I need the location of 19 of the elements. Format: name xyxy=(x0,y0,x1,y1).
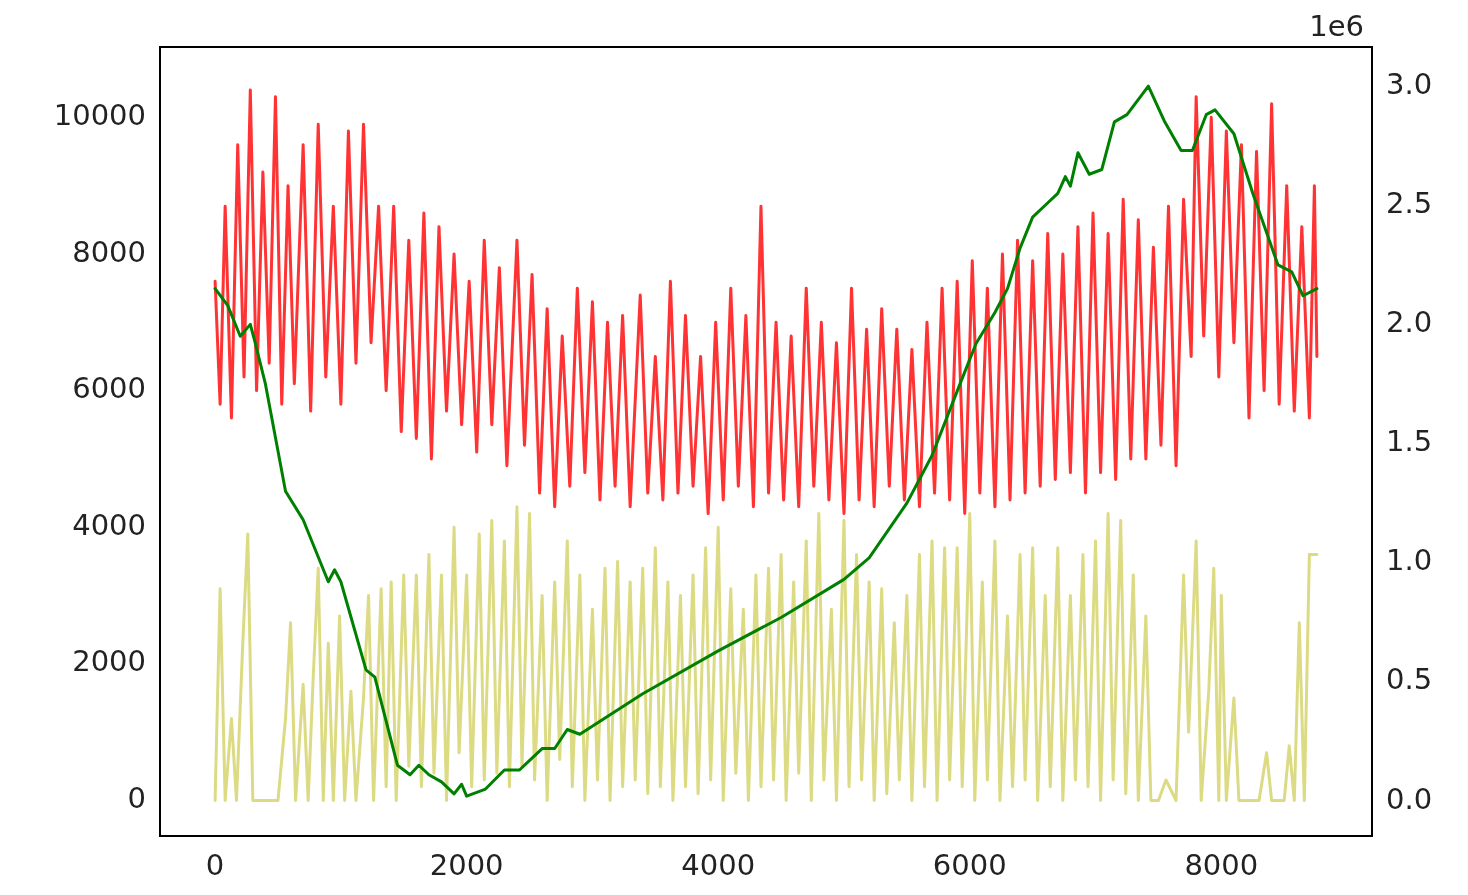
y2-tick-label: 1.5 xyxy=(1386,424,1433,459)
x-tick-label: 8000 xyxy=(1184,847,1259,882)
x-tick-label: 0 xyxy=(205,847,225,882)
y-tick-label: 4000 xyxy=(72,507,146,542)
y2-tick-label: 2.0 xyxy=(1386,304,1433,339)
text: 1e6 xyxy=(1309,9,1364,44)
y-tick-label: 8000 xyxy=(72,234,146,269)
y-tick-label: 6000 xyxy=(72,371,146,406)
x-tick-label: 2000 xyxy=(429,847,504,882)
y2-tick-label: 2.5 xyxy=(1386,185,1433,220)
x-tick-label: 6000 xyxy=(932,847,1007,882)
y-tick-label: 0 xyxy=(127,781,146,816)
y2-tick-label: 1.0 xyxy=(1386,543,1433,578)
x-tick-label: 4000 xyxy=(681,847,756,882)
y-tick-label: 10000 xyxy=(53,97,146,132)
y-tick-label: 2000 xyxy=(72,644,146,679)
y2-tick-label: 0.5 xyxy=(1386,662,1433,697)
y2-tick-label: 0.0 xyxy=(1386,781,1433,816)
y2-tick-label: 3.0 xyxy=(1386,66,1433,101)
